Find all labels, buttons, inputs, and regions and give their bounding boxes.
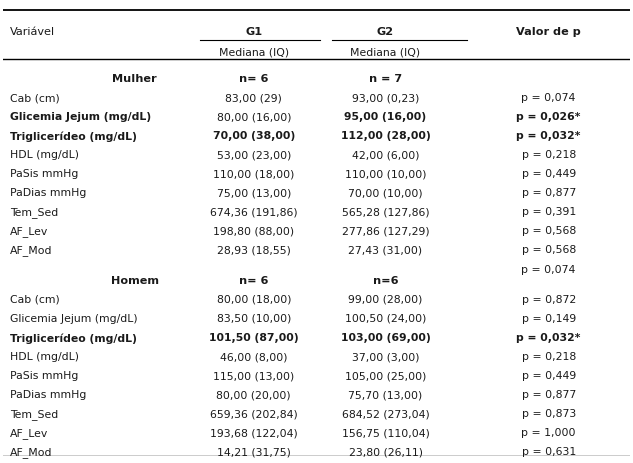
Text: 83,50 (10,00): 83,50 (10,00) <box>216 314 291 324</box>
Text: p = 0,032*: p = 0,032* <box>517 131 581 141</box>
Text: 28,93 (18,55): 28,93 (18,55) <box>217 245 291 256</box>
Text: 53,00 (23,00): 53,00 (23,00) <box>216 150 291 160</box>
Text: p = 0,568: p = 0,568 <box>522 226 576 237</box>
Text: p = 0,631: p = 0,631 <box>522 447 576 457</box>
Text: Triglicerídeo (mg/dL): Triglicerídeo (mg/dL) <box>10 333 137 344</box>
Text: 93,00 (0,23): 93,00 (0,23) <box>352 93 419 103</box>
Text: 198,80 (88,00): 198,80 (88,00) <box>213 226 294 237</box>
Text: p = 0,074: p = 0,074 <box>522 264 576 275</box>
Text: p = 0,568: p = 0,568 <box>522 245 576 256</box>
Text: 27,43 (31,00): 27,43 (31,00) <box>348 245 423 256</box>
Text: 100,50 (24,00): 100,50 (24,00) <box>345 314 426 324</box>
Text: p = 0,026*: p = 0,026* <box>517 112 581 122</box>
Text: Homem: Homem <box>111 276 158 286</box>
Text: p = 0,074: p = 0,074 <box>522 93 576 103</box>
Text: 565,28 (127,86): 565,28 (127,86) <box>342 207 429 218</box>
Text: 75,70 (13,00): 75,70 (13,00) <box>348 390 423 400</box>
Text: Tem_Sed: Tem_Sed <box>10 409 59 420</box>
Text: PaSis mmHg: PaSis mmHg <box>10 169 78 179</box>
Text: Triglicerídeo (mg/dL): Triglicerídeo (mg/dL) <box>10 131 137 142</box>
Text: PaSis mmHg: PaSis mmHg <box>10 371 78 381</box>
Text: 674,36 (191,86): 674,36 (191,86) <box>210 207 298 218</box>
Text: 70,00 (38,00): 70,00 (38,00) <box>213 131 295 141</box>
Text: G1: G1 <box>245 27 262 37</box>
Text: 70,00 (10,00): 70,00 (10,00) <box>348 188 423 198</box>
Text: Glicemia Jejum (mg/dL): Glicemia Jejum (mg/dL) <box>10 314 138 324</box>
Text: AF_Mod: AF_Mod <box>10 245 53 257</box>
Text: 99,00 (28,00): 99,00 (28,00) <box>348 295 423 305</box>
Text: 112,00 (28,00): 112,00 (28,00) <box>341 131 430 141</box>
Text: p = 0,032*: p = 0,032* <box>517 333 581 343</box>
Text: Mediana (IQ): Mediana (IQ) <box>218 47 289 57</box>
Text: AF_Lev: AF_Lev <box>10 226 49 238</box>
Text: Valor de p: Valor de p <box>517 27 581 37</box>
Text: 80,00 (18,00): 80,00 (18,00) <box>216 295 291 305</box>
Text: PaDias mmHg: PaDias mmHg <box>10 188 87 198</box>
Text: p = 0,218: p = 0,218 <box>522 352 576 362</box>
Text: AF_Lev: AF_Lev <box>10 428 49 439</box>
Text: 110,00 (18,00): 110,00 (18,00) <box>213 169 294 179</box>
Text: n= 6: n= 6 <box>239 74 268 84</box>
Text: p = 0,449: p = 0,449 <box>522 169 576 179</box>
Text: Mediana (IQ): Mediana (IQ) <box>351 47 420 57</box>
Text: p = 0,873: p = 0,873 <box>522 409 576 419</box>
Text: 42,00 (6,00): 42,00 (6,00) <box>352 150 419 160</box>
Text: 37,00 (3,00): 37,00 (3,00) <box>352 352 419 362</box>
Text: 95,00 (16,00): 95,00 (16,00) <box>344 112 427 122</box>
Text: p = 0,872: p = 0,872 <box>522 295 576 305</box>
Text: 115,00 (13,00): 115,00 (13,00) <box>213 371 294 381</box>
Text: 46,00 (8,00): 46,00 (8,00) <box>220 352 287 362</box>
Text: Mulher: Mulher <box>112 74 157 84</box>
Text: n = 7: n = 7 <box>369 74 402 84</box>
Text: p = 0,877: p = 0,877 <box>522 188 576 198</box>
Text: p = 0,149: p = 0,149 <box>522 314 576 324</box>
Text: 80,00 (20,00): 80,00 (20,00) <box>216 390 291 400</box>
Text: 110,00 (10,00): 110,00 (10,00) <box>345 169 426 179</box>
Text: HDL (mg/dL): HDL (mg/dL) <box>10 150 79 160</box>
Text: PaDias mmHg: PaDias mmHg <box>10 390 87 400</box>
Text: p = 0,391: p = 0,391 <box>522 207 576 218</box>
Text: Glicemia Jejum (mg/dL): Glicemia Jejum (mg/dL) <box>10 112 151 122</box>
Text: G2: G2 <box>377 27 394 37</box>
Text: 101,50 (87,00): 101,50 (87,00) <box>209 333 299 343</box>
Text: n= 6: n= 6 <box>239 276 268 286</box>
Text: 193,68 (122,04): 193,68 (122,04) <box>210 428 298 438</box>
Text: p = 0,877: p = 0,877 <box>522 390 576 400</box>
Text: n=6: n=6 <box>373 276 398 286</box>
Text: AF_Mod: AF_Mod <box>10 447 53 458</box>
Text: 103,00 (69,00): 103,00 (69,00) <box>341 333 430 343</box>
Text: p = 0,449: p = 0,449 <box>522 371 576 381</box>
Text: Tem_Sed: Tem_Sed <box>10 207 59 218</box>
Text: 277,86 (127,29): 277,86 (127,29) <box>342 226 429 237</box>
Text: 156,75 (110,04): 156,75 (110,04) <box>342 428 429 438</box>
Text: Cab (cm): Cab (cm) <box>10 93 60 103</box>
Text: 23,80 (26,11): 23,80 (26,11) <box>349 447 422 457</box>
Text: p = 1,000: p = 1,000 <box>522 428 576 438</box>
Text: HDL (mg/dL): HDL (mg/dL) <box>10 352 79 362</box>
Text: 75,00 (13,00): 75,00 (13,00) <box>216 188 291 198</box>
Text: p = 0,218: p = 0,218 <box>522 150 576 160</box>
Text: 105,00 (25,00): 105,00 (25,00) <box>345 371 426 381</box>
Text: 80,00 (16,00): 80,00 (16,00) <box>216 112 291 122</box>
Text: 83,00 (29): 83,00 (29) <box>225 93 282 103</box>
Text: 684,52 (273,04): 684,52 (273,04) <box>342 409 429 419</box>
Text: 659,36 (202,84): 659,36 (202,84) <box>210 409 298 419</box>
Text: 14,21 (31,75): 14,21 (31,75) <box>217 447 291 457</box>
Text: Cab (cm): Cab (cm) <box>10 295 60 305</box>
Text: Variável: Variável <box>10 27 56 37</box>
